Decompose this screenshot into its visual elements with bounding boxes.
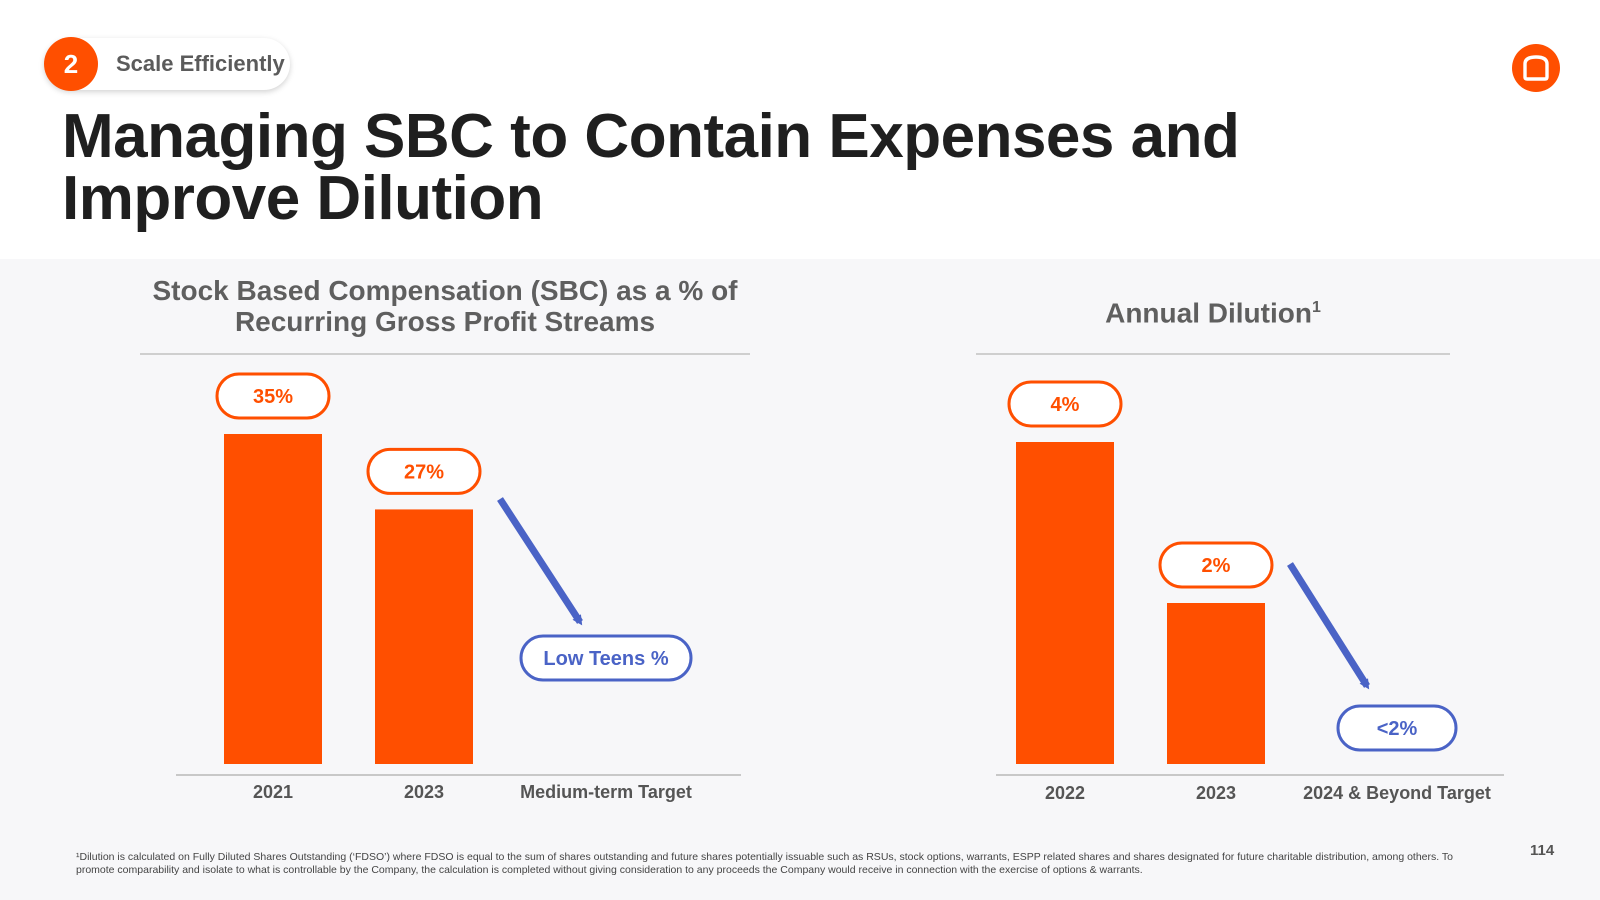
page-title-line1: Managing SBC to Contain Expenses and [62,102,1240,171]
x-tick-label: Medium-term Target [520,782,692,802]
data-label-2023-outline [1158,541,1274,589]
brand-logo-icon [1512,44,1560,92]
sbc-chart-title: Stock Based Compensation (SBC) as a % of… [140,275,750,337]
dilution-chart-title-text: Annual Dilution [1105,297,1312,329]
footnote: ¹Dilution is calculated on Fully Diluted… [76,851,1456,877]
target-label-text: Low Teens % [543,648,668,670]
sbc-title-rule [140,353,750,355]
sbc-chart: 35% 2021 27% 2023 Medium-term Target Low Teen… [215,372,693,802]
data-label-2023: 27% [366,447,482,495]
data-label-2023-text: 27% [404,461,444,483]
page-number: 114 [1530,842,1555,859]
page-title: Managing SBC to Contain Expenses and Imp… [62,106,1362,230]
footnote-line2: promote comparability and isolate to wha… [76,864,1143,876]
trend-arrow [1287,562,1370,690]
dilution-title-rule [976,353,1450,355]
x-tick-label: 2023 [404,782,444,802]
target-label: <2% [1336,704,1458,752]
x-tick-label: 2022 [1045,783,1085,803]
footnote-line1: ¹Dilution is calculated on Fully Diluted… [76,851,1453,863]
page-title-line2: Improve Dilution [62,164,544,233]
section-badge: 2 Scale Efficiently [44,37,290,91]
dilution-chart-title: Annual Dilution1 [976,292,1450,328]
dilution-title-footnote-mark: 1 [1311,299,1321,316]
section-number: 2 [44,37,98,91]
data-label-2021: 35% [215,372,331,420]
target-label: Low Teens % [519,634,693,682]
x-tick-label: 2024 & Beyond Target [1303,783,1491,803]
section-label: Scale Efficiently [116,51,285,76]
data-label-2023: 2% [1158,541,1274,589]
sbc-x-axis [176,774,741,776]
bar-2021 [224,434,322,764]
target-label-outline [519,634,693,682]
dilution-chart: 4% 2022 2% 2023 2024 & Beyond Target <2% [1007,380,1491,803]
bar-2022 [1016,442,1114,764]
trend-arrow [497,497,583,626]
sbc-chart-title-line2: Recurring Gross Profit Streams [234,306,656,337]
data-label-2021-text: 35% [253,386,293,408]
sbc-chart-title-line1: Stock Based Compensation (SBC) as a % of [152,275,738,306]
bar-2023 [1167,603,1265,764]
data-label-2021-outline [215,372,331,420]
data-label-2022-text: 4% [1051,394,1080,416]
x-tick-label: 2023 [1196,783,1236,803]
target-label-text: <2% [1377,718,1418,740]
dilution-x-axis [996,774,1504,776]
data-label-2022-outline [1007,380,1123,428]
x-tick-label: 2021 [253,782,293,802]
data-label-2022: 4% [1007,380,1123,428]
data-label-2023-text: 2% [1202,555,1231,577]
data-label-2023-outline [366,447,482,495]
target-label-outline [1336,704,1458,752]
bar-2023 [375,509,473,764]
